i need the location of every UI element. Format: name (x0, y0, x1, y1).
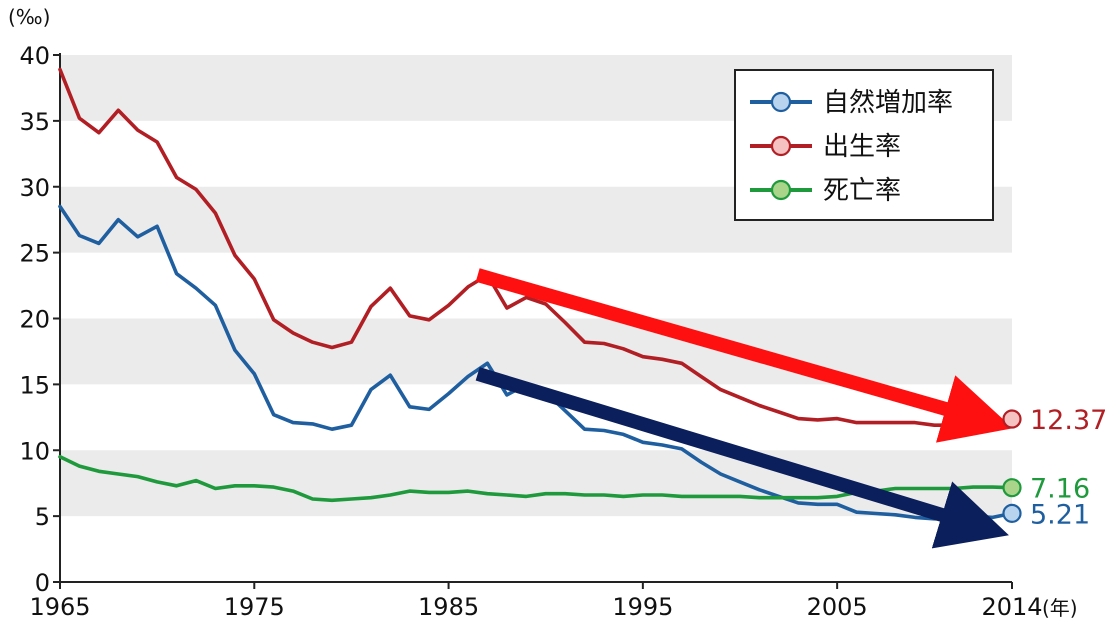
trend-arrow-red (475, 268, 1013, 443)
legend-label: 出生率 (823, 132, 901, 162)
y-tick-label: 0 (35, 569, 50, 597)
background-band (60, 318, 1012, 385)
y-tick-label: 15 (19, 371, 50, 399)
endpoint-marker (1002, 409, 1022, 429)
y-tick-label: 40 (19, 42, 50, 70)
legend-label: 死亡率 (823, 176, 901, 206)
x-axis-unit: (年) (1042, 596, 1078, 620)
series-line-出生率 (58, 67, 1014, 428)
x-tick-label: 1965 (29, 593, 90, 621)
endpoint-marker (1002, 503, 1022, 523)
x-tick-label: 1975 (224, 593, 285, 621)
legend-swatch-marker (770, 91, 792, 113)
y-tick-label: 5 (35, 503, 50, 531)
y-axis-unit: (‰) (8, 5, 50, 29)
y-tick-label: 20 (19, 306, 50, 334)
legend-label: 自然増加率 (823, 88, 953, 118)
endpoint-markers: 5.21 12.37 7.16 (1002, 405, 1106, 530)
axes: 0 5 10 15 20 25 30 35 40 1965 1975 1985 1995 2005 2014… (8, 5, 1078, 621)
endpoint-label: 12.37 (1030, 405, 1106, 436)
y-tick-label: 35 (19, 108, 50, 136)
endpoint-marker (1002, 478, 1022, 498)
endpoint-label: 7.16 (1030, 474, 1090, 505)
trend-arrows (475, 268, 1013, 549)
trend-arrow-navy (475, 367, 1009, 549)
x-tick-label: 2014 (981, 593, 1042, 621)
y-tick-label: 25 (19, 240, 50, 268)
endpoint-label: 5.21 (1030, 499, 1090, 530)
x-tick-label: 1995 (612, 593, 673, 621)
y-tick-label: 30 (19, 174, 50, 202)
x-tick-label: 2005 (807, 593, 868, 621)
legend-swatch-marker (770, 179, 792, 201)
x-tick-label: 1985 (418, 593, 479, 621)
legend-swatch-marker (770, 135, 792, 157)
y-tick-label: 10 (19, 437, 50, 465)
